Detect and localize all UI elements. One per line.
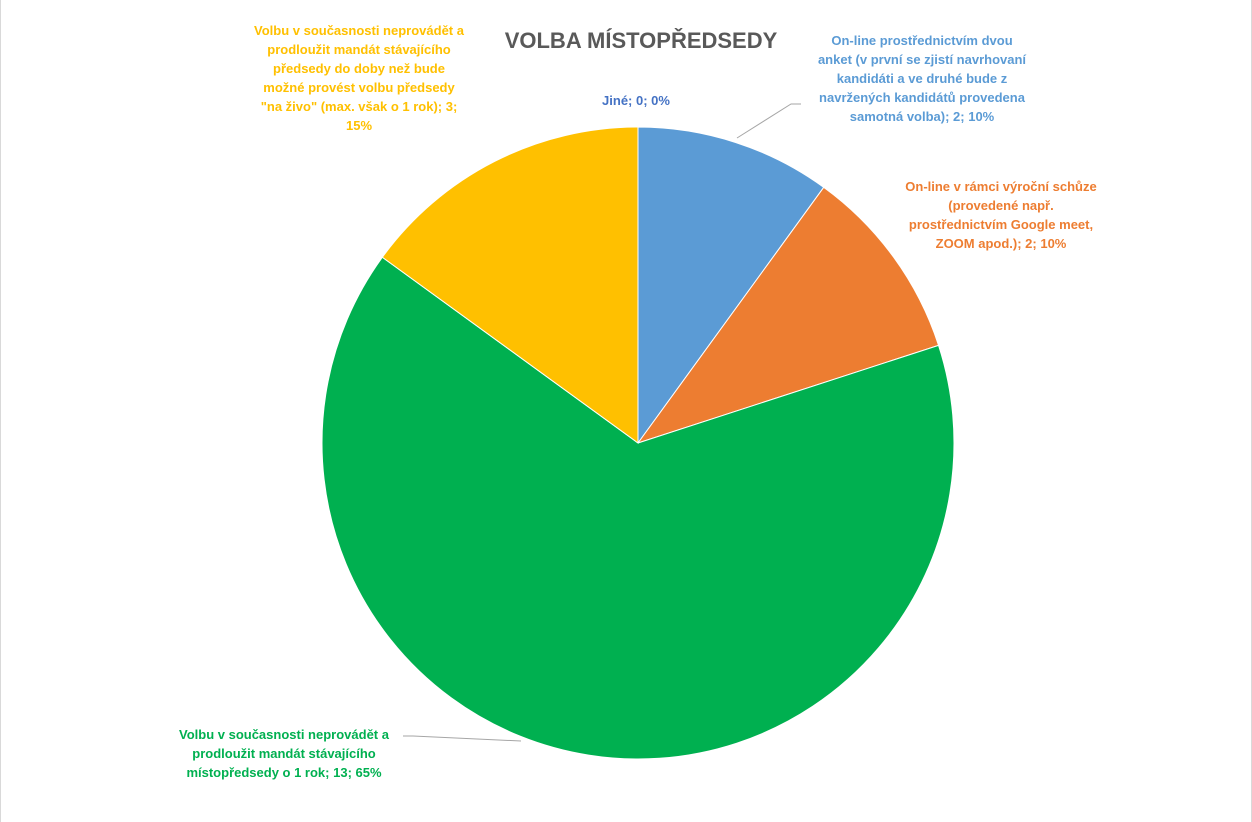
data-label-slice-blue: On-line prostřednictvím dvou anket (v pr… [817,33,1027,124]
data-label-slice-green: Volbu v současnosti neprovádět a prodlou… [179,727,389,780]
data-label-slice-orange: On-line v rámci výroční schůze (proveden… [905,179,1097,251]
leader-line-green [403,735,522,742]
leader-lines [403,103,801,742]
chart-title: VOLBA MÍSTOPŘEDSEDY [504,28,778,53]
pie-slices [321,126,955,760]
pie-slice-1 [637,126,825,445]
pie-slice-3 [321,256,955,760]
leader-line-blue [736,103,801,139]
data-label-slice-jine: Jiné; 0; 0% [602,93,670,108]
data-label-slice-yellow: Volbu v současnosti neprovádět a prodlou… [254,23,464,133]
pie-slice-4 [381,126,639,444]
pie-slice-2 [636,186,940,444]
